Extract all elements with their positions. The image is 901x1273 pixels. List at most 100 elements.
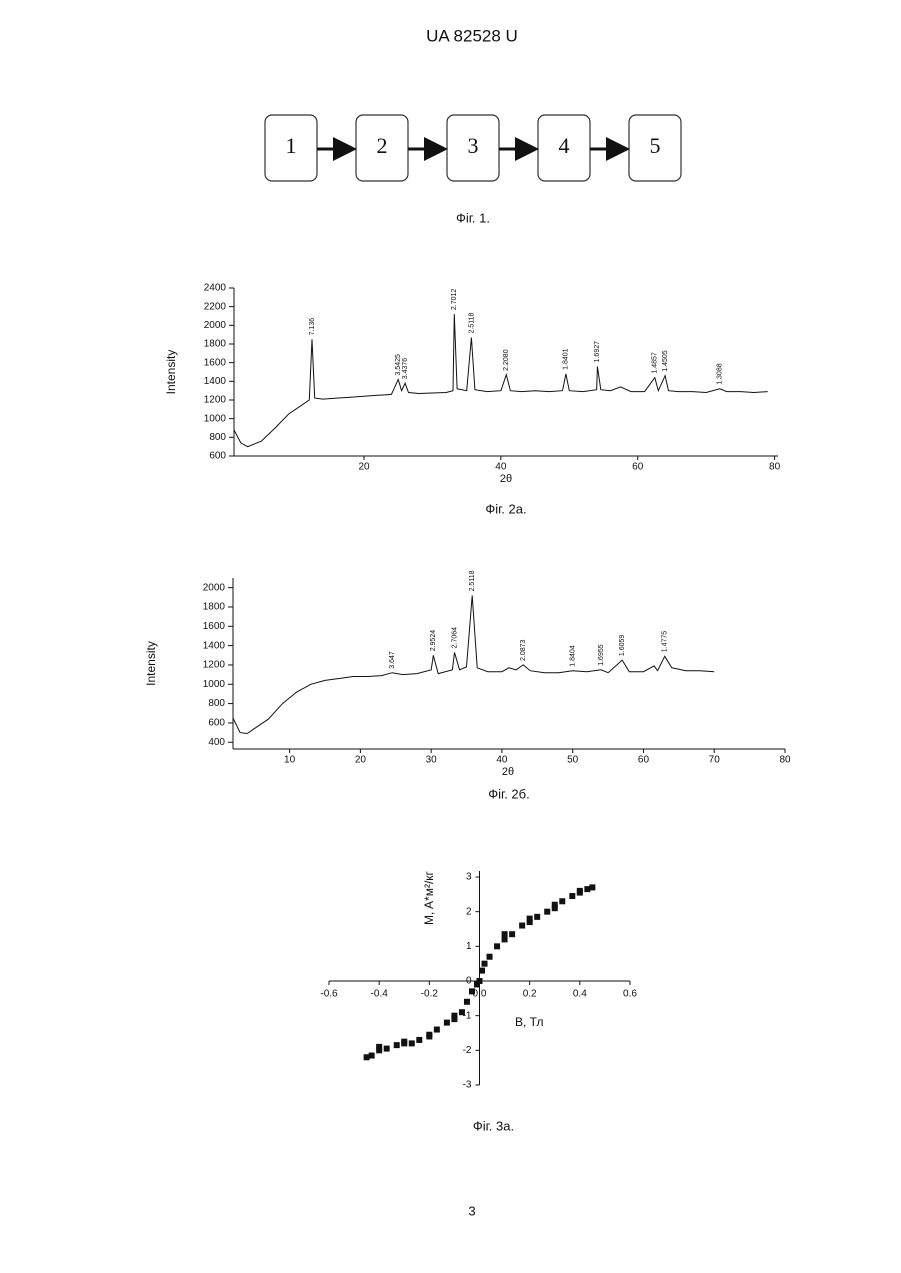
data-point xyxy=(544,909,550,915)
data-point xyxy=(401,1039,407,1045)
data-point xyxy=(376,1044,382,1050)
data-point xyxy=(444,1020,450,1026)
y-tick-label: 1600 xyxy=(204,357,227,368)
x-tick-label: 0.6 xyxy=(623,989,637,1000)
y-tick-label: 2 xyxy=(466,906,472,917)
y-tick-label: 1000 xyxy=(204,413,227,424)
data-point xyxy=(487,954,493,960)
x-tick-label: 70 xyxy=(709,755,721,766)
x-tick-label: 40 xyxy=(495,462,507,473)
x-axis-label: 2θ xyxy=(500,473,512,485)
data-point xyxy=(464,999,470,1005)
data-point xyxy=(384,1046,390,1052)
page-number: 3 xyxy=(468,1203,475,1218)
y-tick-label: 600 xyxy=(209,451,226,462)
y-tick-label: 1 xyxy=(466,941,472,952)
y-tick-label: 1800 xyxy=(203,602,226,613)
data-point xyxy=(519,923,525,929)
y-tick-label: 2400 xyxy=(204,283,227,294)
y-tick-label: 1400 xyxy=(204,376,227,387)
peak-label: 2.7064 xyxy=(451,627,458,649)
y-tick-label: 0 xyxy=(466,976,472,987)
y-tick-label: 1400 xyxy=(203,640,226,651)
x-tick-label: 10 xyxy=(284,755,296,766)
node-label: 1 xyxy=(286,133,297,158)
data-point xyxy=(569,893,575,899)
peak-label: 3.647 xyxy=(389,651,396,669)
x-tick-label: 60 xyxy=(632,462,644,473)
data-point xyxy=(477,978,483,984)
y-axis-label: Intensity xyxy=(164,350,178,395)
figure-caption: Фіг. 2а. xyxy=(485,501,526,516)
x-tick-label: 20 xyxy=(355,755,367,766)
x-tick-label: 0.2 xyxy=(523,989,537,1000)
data-point xyxy=(459,1009,465,1015)
page: UA 82528 U 1 2 3 4 5 Фіг. 1. 3 Фіг. 2а. 6… xyxy=(0,0,901,1273)
data-point xyxy=(434,1027,440,1033)
y-tick-label: -3 xyxy=(463,1080,472,1091)
x-tick-label: 50 xyxy=(567,755,579,766)
xrd-line xyxy=(233,595,714,733)
peak-label: 3.4376 xyxy=(402,358,409,380)
data-point xyxy=(502,931,508,937)
data-point xyxy=(451,1016,457,1022)
data-point xyxy=(409,1040,415,1046)
y-axis-label: M, A*м²/кг xyxy=(422,870,436,925)
peak-label: 2.5118 xyxy=(468,312,475,333)
peak-label: 1.3088 xyxy=(717,363,724,385)
peak-label: 2.9524 xyxy=(430,630,437,652)
x-tick-label: 80 xyxy=(779,755,791,766)
y-tick-label: 1800 xyxy=(204,339,227,350)
y-axis-label: Intensity xyxy=(144,641,158,686)
figure-caption: Фіг. 3а. xyxy=(473,1118,514,1133)
data-point xyxy=(589,884,595,890)
x-tick-label: 60 xyxy=(638,755,650,766)
y-tick-label: 400 xyxy=(208,737,225,748)
peak-label: 1.6955 xyxy=(598,644,605,666)
flow-diagram: 1 2 3 4 5 xyxy=(265,115,681,181)
figure-caption: Фіг. 1. xyxy=(456,210,490,225)
peak-label: 1.8404 xyxy=(570,645,577,667)
y-tick-label: 1000 xyxy=(203,679,226,690)
data-point xyxy=(394,1042,400,1048)
peak-label: 2.0873 xyxy=(520,639,527,661)
data-point xyxy=(502,936,508,942)
data-point xyxy=(527,916,533,922)
x-tick-label: 80 xyxy=(769,462,781,473)
x-tick-label: -0.2 xyxy=(421,989,439,1000)
x-tick-label: 40 xyxy=(496,755,508,766)
peak-label: 1.4505 xyxy=(662,350,669,372)
page-header: UA 82528 U xyxy=(426,26,518,45)
y-tick-label: 800 xyxy=(209,432,226,443)
peak-label: 1.4857 xyxy=(652,352,659,374)
peak-label: 2.2080 xyxy=(503,349,510,371)
y-tick-label: 2000 xyxy=(204,320,227,331)
x-axis-label: B, Тл xyxy=(515,1015,543,1029)
peak-label: 1.6927 xyxy=(594,341,601,363)
x-tick-label: 20 xyxy=(358,462,370,473)
peak-label: 1.6059 xyxy=(619,635,626,657)
peak-label: 1.8401 xyxy=(563,348,570,370)
node-label: 3 xyxy=(468,133,479,158)
data-point xyxy=(416,1037,422,1043)
x-tick-label: -0.4 xyxy=(371,989,389,1000)
y-tick-label: 1200 xyxy=(203,660,226,671)
node-label: 2 xyxy=(377,133,388,158)
peak-label: 2.7012 xyxy=(451,289,458,311)
y-tick-label: 2000 xyxy=(203,582,226,593)
x-tick-label: 0.4 xyxy=(573,989,587,1000)
y-tick-label: 3 xyxy=(466,872,472,883)
node-label: 5 xyxy=(650,133,661,158)
y-tick-label: 600 xyxy=(208,718,225,729)
peak-label: 7.136 xyxy=(309,318,316,336)
data-point xyxy=(426,1033,432,1039)
data-point xyxy=(369,1053,375,1059)
y-tick-label: 1200 xyxy=(204,395,227,406)
data-point xyxy=(494,943,500,949)
x-axis-label: 2θ xyxy=(502,766,514,778)
data-point xyxy=(479,968,485,974)
data-point xyxy=(552,905,558,911)
peak-label: 2.5118 xyxy=(469,570,476,591)
data-point xyxy=(482,961,488,967)
figure-caption: Фіг. 2б. xyxy=(488,786,529,801)
